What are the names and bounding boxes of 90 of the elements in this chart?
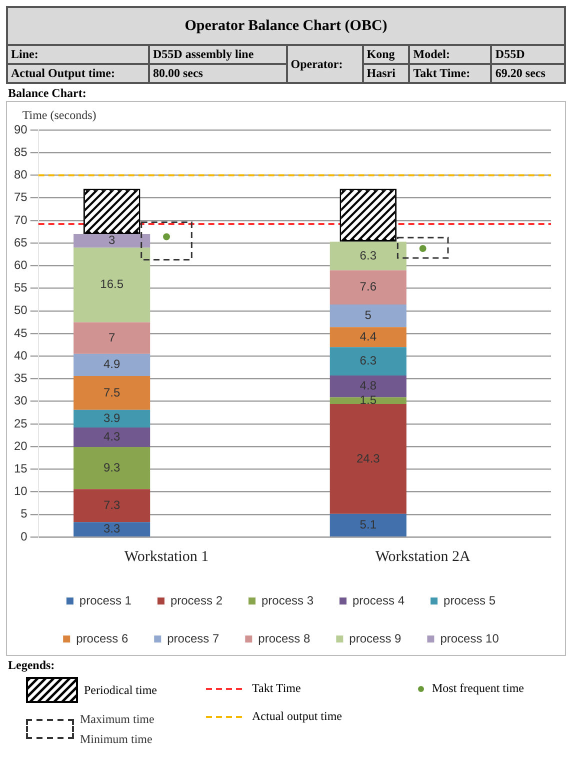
data-label: 1.5 <box>360 392 377 407</box>
legend-label: process 3 <box>261 593 314 608</box>
y-tick-label: 55 <box>14 280 28 295</box>
y-tick-label: 65 <box>14 235 28 250</box>
text: Line: <box>7 45 149 64</box>
y-axis-title: Time (seconds) <box>22 108 96 122</box>
bar <box>396 236 449 259</box>
data-label: 7.6 <box>360 280 377 294</box>
data-label: 24.3 <box>356 451 380 466</box>
bar <box>74 322 150 354</box>
legend-label: Most frequent time <box>432 681 524 696</box>
legend-label: process 7 <box>167 631 220 646</box>
x-tick-label: Workstation 1 <box>124 548 209 565</box>
data-label: 3 <box>108 233 116 248</box>
bar <box>74 522 150 536</box>
text: Actual Output time: <box>7 64 149 83</box>
y-tick-label: 10 <box>14 484 28 498</box>
y-tick-label: 30 <box>14 394 28 408</box>
bar <box>74 428 150 448</box>
y-tick-label: 25 <box>14 416 28 430</box>
legend-label: process 2 <box>170 593 223 608</box>
x-tick-label: Workstation 2A <box>375 548 471 565</box>
bar <box>74 447 150 490</box>
y-tick-label: 85 <box>14 144 28 159</box>
bar <box>74 376 150 410</box>
data-label: 6.3 <box>360 248 377 262</box>
legend-label: process 6 <box>76 631 128 646</box>
legend-label: process 4 <box>352 593 405 608</box>
data-label: 3.3 <box>103 522 120 536</box>
bar <box>74 354 150 376</box>
data-label: 3.9 <box>103 411 120 426</box>
bar <box>330 270 406 305</box>
text: Operator: <box>286 45 363 83</box>
bar <box>74 489 150 522</box>
bar <box>330 404 406 514</box>
text: Hasri <box>362 64 410 83</box>
legend-label: Actual output time <box>252 709 342 724</box>
legend-label: Takt Time <box>252 681 301 696</box>
legend-label: process 5 <box>444 593 496 608</box>
data-label: 6.3 <box>360 354 377 368</box>
data-label: 9.3 <box>103 460 120 474</box>
y-tick-label: 35 <box>14 371 28 386</box>
data-label: 5 <box>364 308 372 322</box>
text: Minimum time <box>80 731 154 748</box>
y-tick-label: 15 <box>14 461 28 476</box>
text: Balance Chart: <box>8 86 88 101</box>
y-tick-label: 50 <box>14 303 28 318</box>
data-label: 7 <box>108 330 116 344</box>
text: Kong <box>362 45 410 64</box>
data-label: 7.3 <box>103 498 120 512</box>
y-tick-label: 0 <box>20 529 28 544</box>
y-tick-label: 75 <box>14 190 28 204</box>
data-label: 4.8 <box>360 378 377 393</box>
text: D55D <box>491 45 565 64</box>
data-label: 4.3 <box>103 430 120 444</box>
bar <box>74 234 150 248</box>
bar <box>74 410 150 428</box>
data-label: 4.9 <box>103 357 120 372</box>
y-tick-label: 40 <box>14 348 28 362</box>
chart-title: Operator Balance Chart (OBC) <box>7 7 565 45</box>
text: 69.20 secs <box>491 64 565 83</box>
legend-label: process 1 <box>79 593 132 608</box>
data-label: 5.1 <box>360 517 377 532</box>
y-tick-label: 80 <box>14 168 28 182</box>
legend-label: process 8 <box>258 631 310 646</box>
bar <box>330 376 406 398</box>
text: Maximum time <box>80 711 154 728</box>
text: D55D assembly line <box>148 45 287 64</box>
data-label: 4.4 <box>360 329 377 344</box>
bar <box>330 347 406 376</box>
legend-label: process 9 <box>349 631 402 646</box>
bar <box>330 514 406 536</box>
bar <box>140 222 192 261</box>
text: 80.00 secs <box>148 64 287 83</box>
y-tick-label: 5 <box>20 506 28 521</box>
data-label: 16.5 <box>100 277 124 292</box>
y-tick-label: 60 <box>14 258 28 272</box>
legend-label: Periodical time <box>84 682 157 698</box>
bar <box>330 327 406 348</box>
y-tick-label: 45 <box>14 326 28 340</box>
text: Model: <box>409 45 492 64</box>
y-tick-label: 70 <box>14 212 28 227</box>
y-tick-label: 20 <box>14 438 28 453</box>
y-tick-label: 90 <box>14 122 28 136</box>
data-label: 7.5 <box>103 385 120 400</box>
bar <box>330 304 406 328</box>
legend-label: process 10 <box>440 631 500 646</box>
text: Takt Time: <box>409 64 492 83</box>
text: Legends: <box>8 658 56 673</box>
bar <box>74 248 150 322</box>
